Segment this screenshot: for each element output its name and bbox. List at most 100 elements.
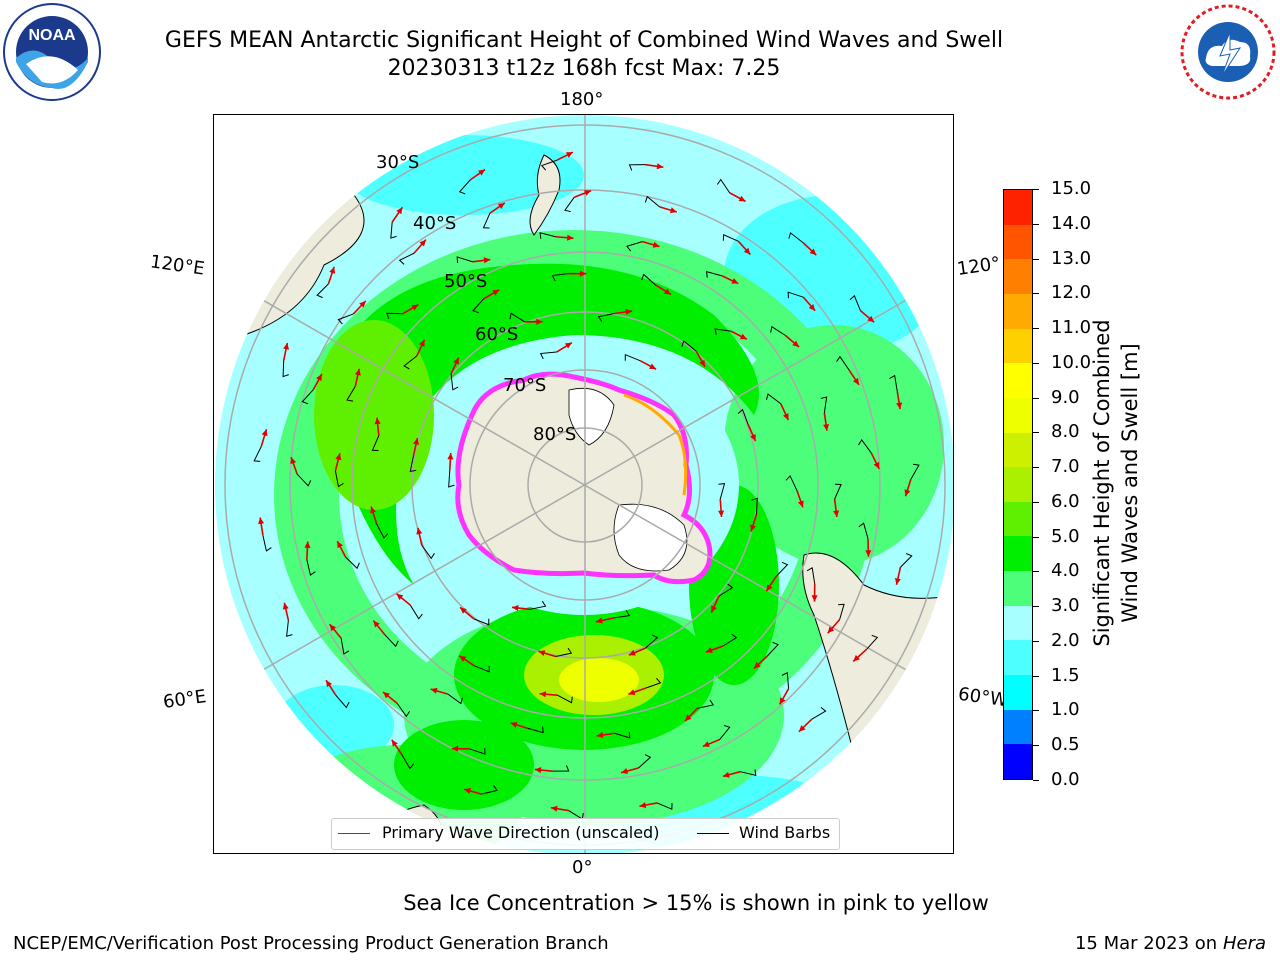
wave-direction-arrowhead xyxy=(579,270,587,277)
wind-barb xyxy=(737,408,749,425)
wind-barb xyxy=(481,785,498,795)
wind-barb xyxy=(564,196,575,213)
colorbar-tick-mark xyxy=(1033,258,1039,260)
lon-label-120w: 120° xyxy=(955,253,1002,280)
wind-barb-label: Wind Barbs xyxy=(739,823,831,842)
wind-barb xyxy=(849,294,861,311)
wind-barb xyxy=(788,232,804,244)
colorbar-tick-mark xyxy=(1033,780,1039,781)
colorbar-tick-label: 4.0 xyxy=(1051,560,1080,582)
map-legend: Primary Wave Direction (unscaled) Wind B… xyxy=(331,818,840,850)
wave-direction-arrowhead xyxy=(652,241,660,248)
wind-barb xyxy=(301,389,314,405)
wind-barb xyxy=(716,178,731,194)
lon-label-120e: 120°E xyxy=(148,251,206,280)
wind-barb xyxy=(557,694,573,704)
wave-direction-arrowhead xyxy=(705,647,713,653)
new-zealand-land xyxy=(529,154,561,236)
colorbar-tick-mark xyxy=(1033,640,1039,642)
wind-barb xyxy=(371,435,380,452)
wave-direction-arrowhead xyxy=(430,687,438,694)
wave-direction-arrowhead xyxy=(534,767,542,774)
wind-barb xyxy=(910,463,920,480)
colorbar-tick-mark xyxy=(1033,397,1039,399)
wave-direction-arrowhead xyxy=(656,163,664,170)
wind-barb xyxy=(765,393,782,405)
wave-direction-arrowhead xyxy=(396,593,404,601)
wave-direction-arrowhead xyxy=(536,318,543,325)
wave-direction-arrowhead xyxy=(373,620,380,628)
wind-barb xyxy=(286,620,293,637)
wave-direction-arrowhead xyxy=(304,541,311,548)
wind-barb xyxy=(540,159,558,171)
wave-direction-arrowhead xyxy=(411,304,419,311)
wave-direction-arrowhead xyxy=(335,453,342,461)
colorbar-tick-mark xyxy=(1033,675,1039,677)
wave-direction-arrowhead xyxy=(873,461,880,469)
colorbar-segment xyxy=(1004,259,1032,294)
wave-direction-arrowhead xyxy=(374,417,381,425)
wind-barb xyxy=(656,802,673,810)
wave-direction-arrowhead xyxy=(792,340,800,347)
colorbar-tick-mark xyxy=(1033,745,1039,747)
wind-barb xyxy=(866,634,879,650)
colorbar-tick-mark xyxy=(1033,606,1039,608)
wave-direction-arrowhead xyxy=(731,278,739,284)
wind-barb-swatch xyxy=(697,833,729,834)
wave-direction-arrowhead xyxy=(811,595,818,602)
colorbar-tick-mark xyxy=(1033,571,1039,573)
wind-barb xyxy=(472,298,485,314)
colorbar-segment xyxy=(1004,328,1032,364)
wind-barb xyxy=(718,583,734,597)
wind-barb xyxy=(421,545,435,560)
wind-barb xyxy=(834,483,842,500)
nws-logo xyxy=(1178,2,1278,102)
wave-4-5m-band xyxy=(324,263,759,585)
lon-label-0: 0° xyxy=(572,857,593,878)
wind-barb xyxy=(811,706,827,720)
colorbar-segment xyxy=(1004,190,1032,225)
wind-barb xyxy=(706,270,723,278)
wave-direction-arrowhead xyxy=(753,661,761,669)
wind-barb xyxy=(740,769,757,776)
wave-direction-arrowhead xyxy=(337,541,343,549)
colorbar-tick-label: 1.5 xyxy=(1051,664,1080,686)
wave-direction-arrowhead xyxy=(628,649,636,656)
branch-credit: NCEP/EMC/Verification Post Processing Pr… xyxy=(13,933,609,954)
colorbar-tick-label: 0.0 xyxy=(1051,769,1080,790)
wind-barb xyxy=(337,313,354,325)
wave-direction-arrowhead xyxy=(326,680,333,688)
wind-barb xyxy=(456,256,473,263)
wind-barb xyxy=(390,222,397,239)
colorbar-tick-mark xyxy=(1033,501,1039,503)
wave-direction-arrowhead xyxy=(766,584,773,592)
noaa-logo: NOAA xyxy=(2,2,102,102)
colorbar-segment xyxy=(1004,363,1032,398)
wind-barb xyxy=(376,523,389,539)
wind-barb xyxy=(316,283,329,299)
wind-barb xyxy=(527,726,544,734)
wave-direction-arrowhead xyxy=(702,741,710,747)
wind-barb xyxy=(681,340,697,352)
wind-barb xyxy=(334,470,344,488)
wind-barb xyxy=(398,252,415,265)
wind-barb xyxy=(509,312,525,323)
wind-barb xyxy=(900,553,913,568)
colorbar-segment xyxy=(1004,224,1032,260)
wave-direction-arrowhead xyxy=(739,333,747,340)
colorbar-tick-mark xyxy=(1033,293,1039,295)
wave-direction-arrowhead xyxy=(584,190,592,196)
wind-barb xyxy=(340,638,350,655)
wave-direction-arrowhead xyxy=(261,429,268,437)
lat-label-70s: 70°S xyxy=(503,375,547,396)
colorbar-segment xyxy=(1004,744,1032,779)
colorbar-segment xyxy=(1004,536,1032,572)
wave-direction-arrowhead xyxy=(823,424,830,431)
wind-barb xyxy=(403,355,418,370)
sea-ice-note: Sea Ice Concentration > 15% is shown in … xyxy=(403,891,989,915)
wind-barb xyxy=(766,641,779,657)
wave-direction-arrowhead xyxy=(904,489,911,497)
lat-label-40s: 40°S xyxy=(413,213,457,234)
generation-date: 15 Mar 2023 on Hera xyxy=(1075,933,1266,954)
wave-direction-arrowhead xyxy=(852,377,859,385)
